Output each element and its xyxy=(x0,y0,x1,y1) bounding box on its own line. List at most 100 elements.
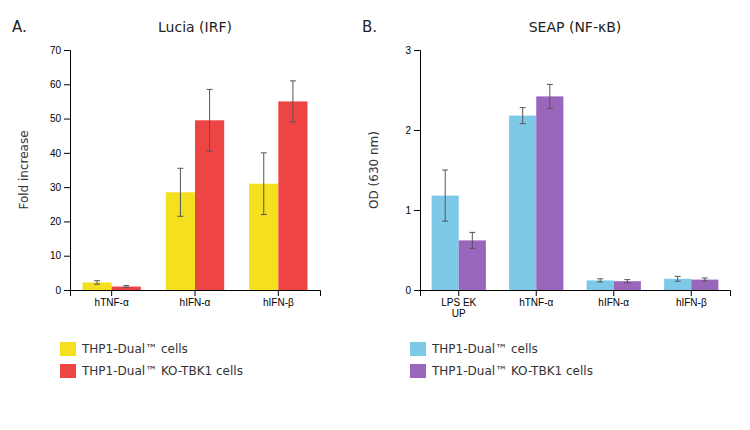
plot-area xyxy=(432,84,719,290)
legend: THP1-Dual™ cells THP1-Dual™ KO-TBK1 cells xyxy=(410,342,593,378)
y-tick-mark xyxy=(64,256,70,257)
title: SEAP (NF-κB) xyxy=(529,19,622,35)
error-bars xyxy=(94,153,267,284)
y-tick: 1 xyxy=(405,205,420,216)
x-tick-mark xyxy=(111,290,112,296)
y-tick-label: 0 xyxy=(55,285,61,296)
y-axis: 0 10 20 30 40 50 60 70 xyxy=(50,45,71,296)
error-bar xyxy=(520,108,526,124)
y-tick-mark xyxy=(64,187,70,188)
bar-series xyxy=(459,96,719,290)
legend-item: THP1-Dual™ KO-TBK1 cells xyxy=(410,364,593,378)
panel-label: A. xyxy=(12,18,27,36)
error-bar xyxy=(675,276,681,281)
legend: THP1-Dual™ cells THP1-Dual™ KO-TBK1 cells xyxy=(60,342,243,378)
legend-swatch xyxy=(60,342,76,356)
x-axis-line xyxy=(71,291,321,297)
legend-swatch xyxy=(410,364,426,378)
x-tick-label-line: UP xyxy=(452,308,466,319)
y-tick-label: 30 xyxy=(50,182,62,193)
error-bar xyxy=(442,170,448,221)
error-bar xyxy=(261,153,267,215)
y-axis: 0 1 2 3 xyxy=(405,45,420,296)
x-tick: LPS EKUP xyxy=(441,290,476,319)
y-axis-line xyxy=(64,51,71,291)
y-tick-mark xyxy=(64,290,70,291)
legend-swatch xyxy=(410,342,426,356)
x-axis: hTNF-α hIFN-α hIFN-β xyxy=(71,290,321,308)
x-axis-line xyxy=(421,291,731,297)
error-bar xyxy=(547,84,553,108)
title: Lucia (IRF) xyxy=(158,19,232,35)
y-tick: 50 xyxy=(50,113,70,124)
y-tick: 0 xyxy=(405,285,420,296)
x-tick-label: hIFN-β xyxy=(676,297,707,308)
y-tick-label: 3 xyxy=(405,45,411,56)
y-tick: 30 xyxy=(50,182,70,193)
y-tick: 3 xyxy=(405,45,420,56)
x-tick-label: hIFN-β xyxy=(263,297,294,308)
x-tick-mark xyxy=(278,290,279,296)
y-tick-label: 20 xyxy=(50,216,62,227)
error-bar xyxy=(177,168,183,216)
error-bar xyxy=(702,278,708,281)
y-tick: 10 xyxy=(50,250,70,261)
y-tick-label: 1 xyxy=(405,205,411,216)
error-bar xyxy=(123,286,129,288)
x-tick-mark xyxy=(691,290,692,296)
y-tick-mark xyxy=(414,290,420,291)
x-tick-label: hIFN-α xyxy=(180,297,211,308)
x-tick: hTNF-α xyxy=(95,290,129,308)
x-tick-label: hTNF-α xyxy=(519,297,553,308)
y-tick-mark xyxy=(64,153,70,154)
legend-label: THP1-Dual™ cells xyxy=(431,342,538,356)
y-tick-mark xyxy=(64,50,70,51)
y-tick-mark xyxy=(64,84,70,85)
error-bars xyxy=(469,84,708,282)
error-bar xyxy=(624,280,630,283)
chart: 010203040506070hTNF-αhIFN-αhIFN-βFold in… xyxy=(0,0,750,430)
error-bar xyxy=(469,232,475,248)
y-tick: 2 xyxy=(405,125,420,136)
legend-item: THP1-Dual™ KO-TBK1 cells xyxy=(60,364,243,378)
bar xyxy=(278,101,307,290)
error-bar xyxy=(94,281,100,284)
y-tick: 70 xyxy=(50,45,70,56)
y-tick-mark xyxy=(414,210,420,211)
x-tick-label-line: LPS EK xyxy=(441,297,476,308)
y-tick: 0 xyxy=(55,285,70,296)
error-bar xyxy=(597,279,603,282)
y-tick-mark xyxy=(64,119,70,120)
error-bars xyxy=(442,108,681,282)
legend-label: THP1-Dual™ KO-TBK1 cells xyxy=(81,364,243,378)
bar xyxy=(509,116,536,290)
x-tick-label: hTNF-α xyxy=(95,297,129,308)
y-tick-label: 40 xyxy=(50,148,62,159)
error-bar xyxy=(290,81,296,122)
legend-label: THP1-Dual™ KO-TBK1 cells xyxy=(431,364,593,378)
x-axis: LPS EKUP hTNF-α hIFN-α hIFN-β xyxy=(421,290,731,319)
x-tick-mark xyxy=(458,290,459,296)
y-tick-mark xyxy=(414,50,420,51)
y-tick-label: 2 xyxy=(405,125,411,136)
y-tick-label: 70 xyxy=(50,45,62,56)
y-tick: 20 xyxy=(50,216,70,227)
y-tick: 60 xyxy=(50,79,70,90)
legend-label: THP1-Dual™ cells xyxy=(81,342,188,356)
y-tick-label: 50 xyxy=(50,113,62,124)
legend-item: THP1-Dual™ cells xyxy=(60,342,188,356)
x-tick-label: LPS EKUP xyxy=(441,297,476,319)
y-tick-label: 0 xyxy=(405,285,411,296)
panel: 010203040506070hTNF-αhIFN-αhIFN-βFold in… xyxy=(17,19,321,308)
y-tick: 40 xyxy=(50,148,70,159)
y-tick-mark xyxy=(64,221,70,222)
y-tick-label: 10 xyxy=(50,250,62,261)
x-tick-mark xyxy=(195,290,196,296)
bar xyxy=(536,96,563,290)
legend-item: THP1-Dual™ cells xyxy=(410,342,538,356)
y-axis-line xyxy=(414,51,421,291)
x-tick: hIFN-β xyxy=(263,290,294,308)
x-tick-mark xyxy=(613,290,614,296)
plot-area xyxy=(83,81,308,290)
x-tick: hIFN-α xyxy=(598,290,629,308)
